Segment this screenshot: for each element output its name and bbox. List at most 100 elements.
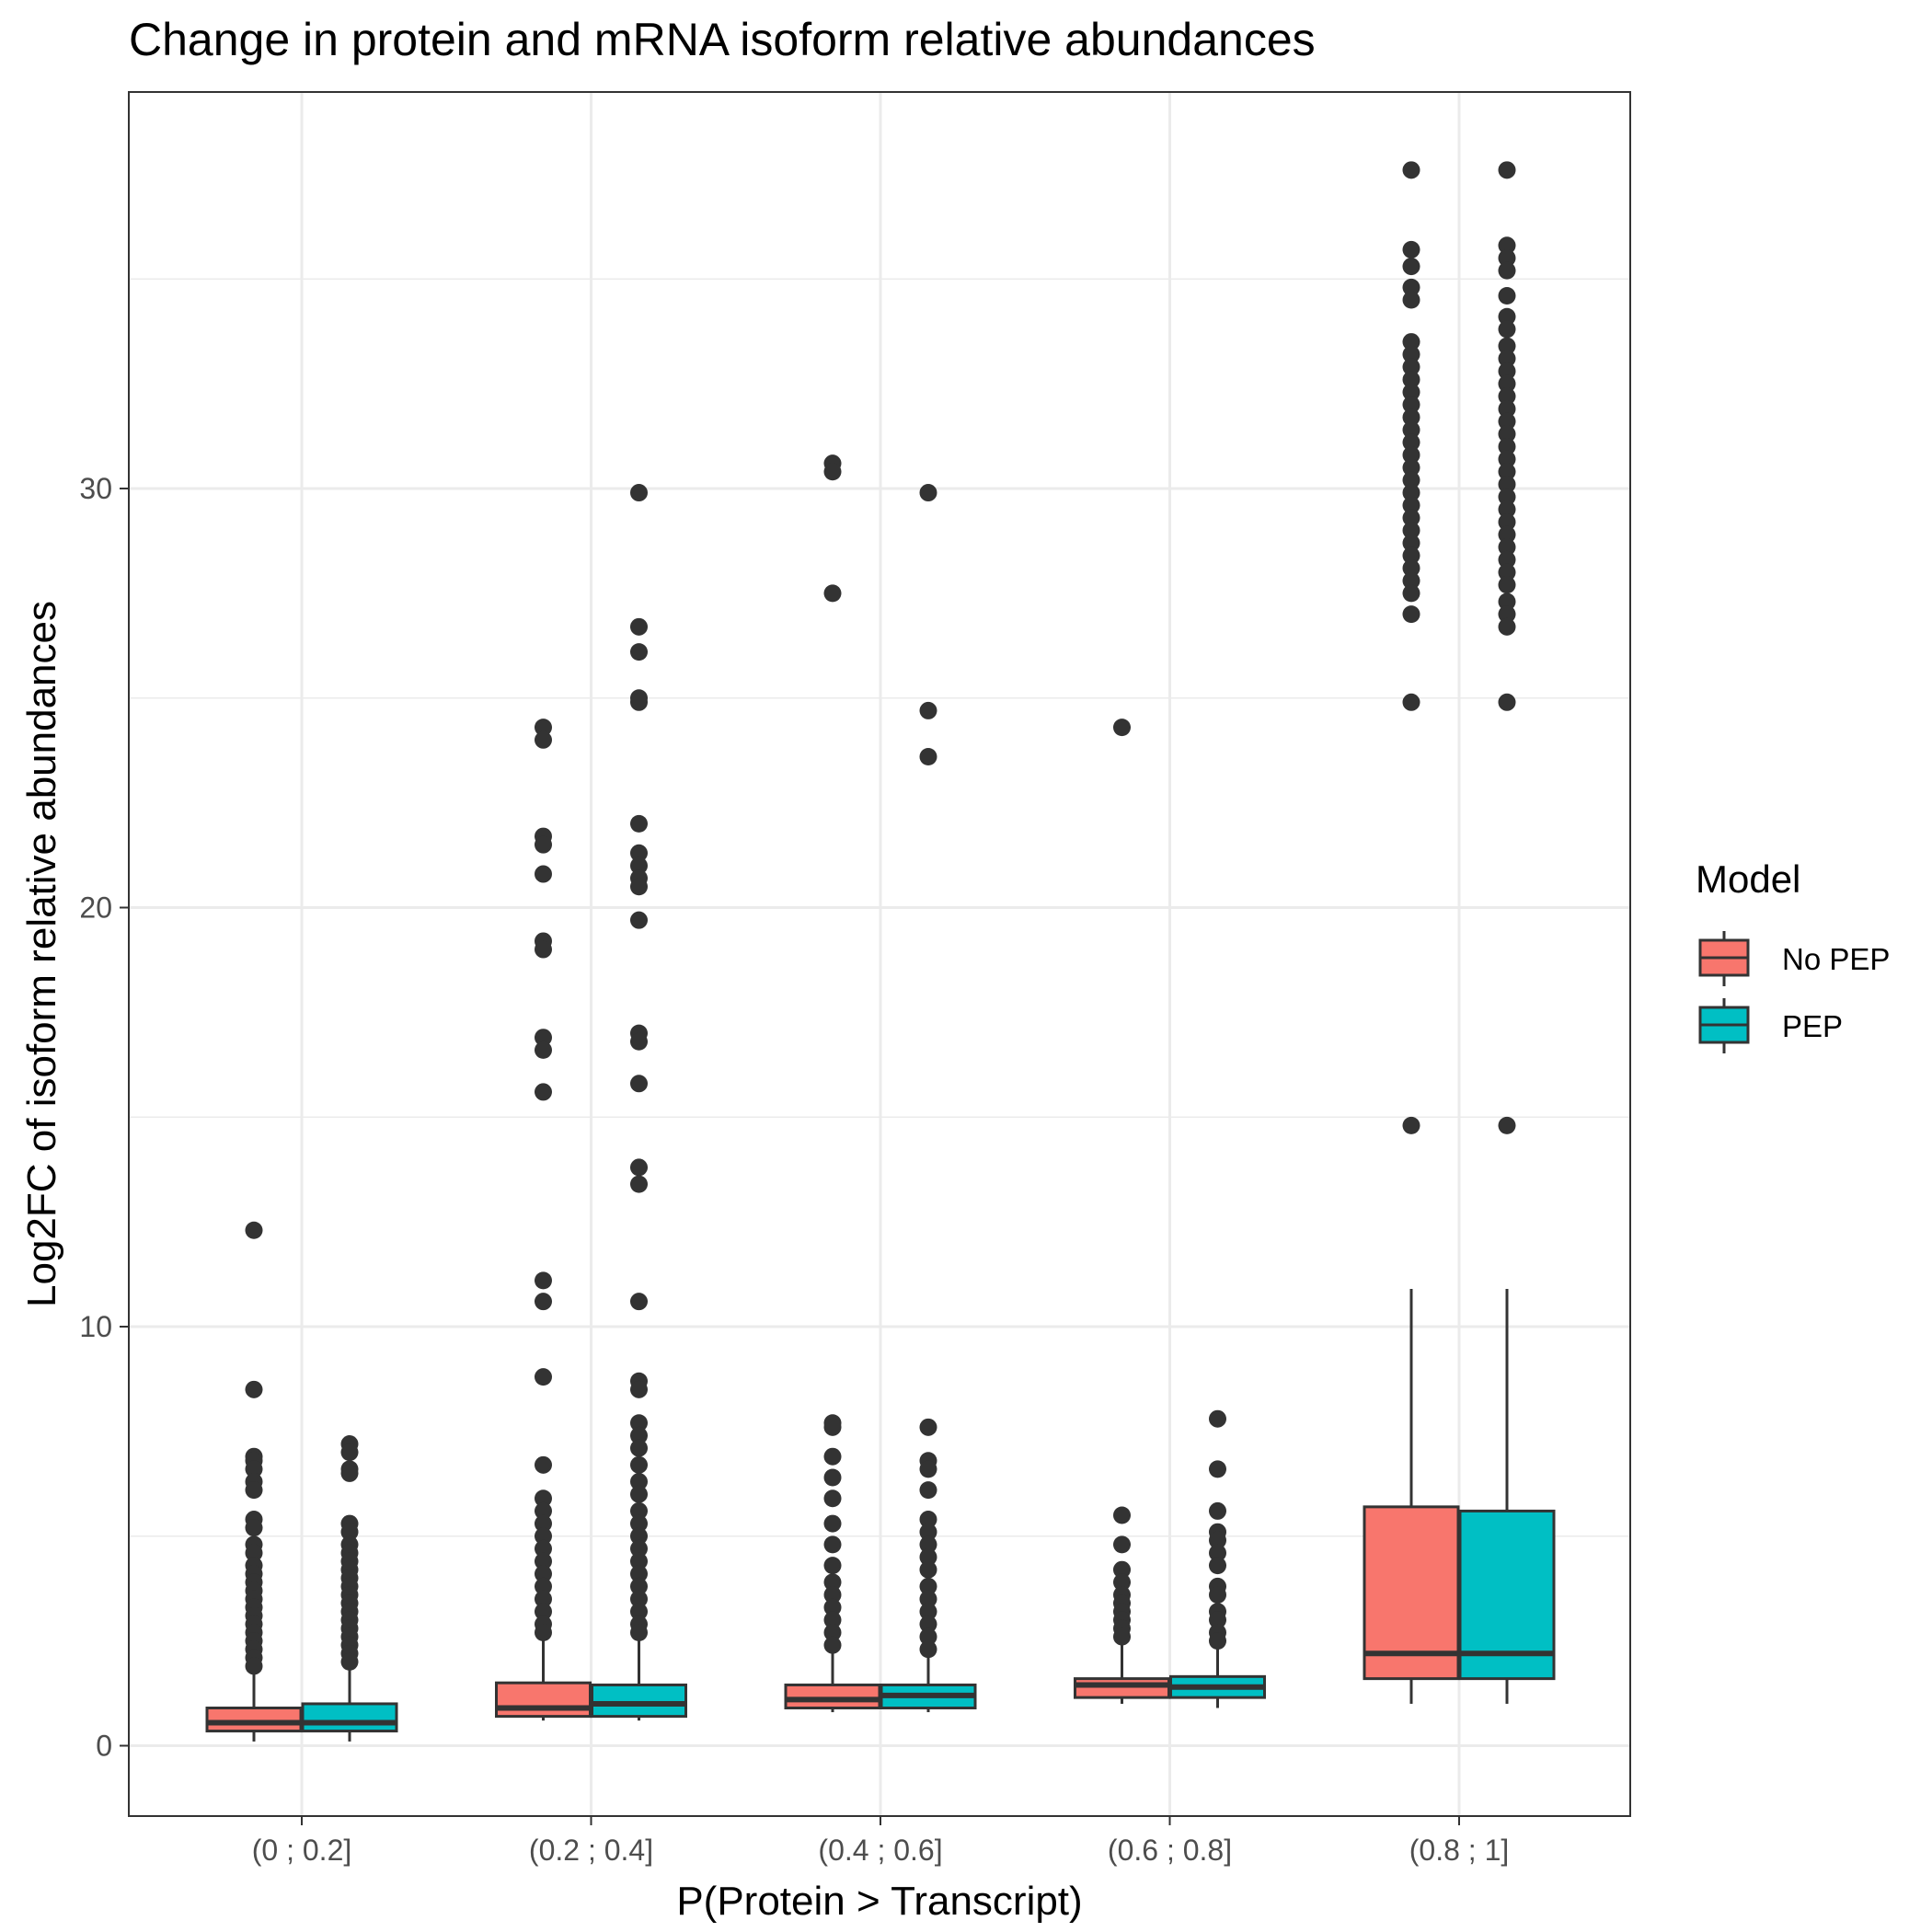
outlier-point [535,865,552,883]
outlier-point [1402,345,1420,363]
outlier-point [535,730,552,749]
outlier-point [1209,1460,1226,1478]
outlier-point [1402,571,1420,590]
outlier-point [535,1590,552,1608]
outlier-point [1402,161,1420,179]
outlier-point [630,1577,648,1595]
outlier-point [630,1158,648,1177]
outlier-point [1402,433,1420,452]
outlier-point [919,484,937,502]
outlier-point [823,1636,842,1654]
outlier-point [1498,576,1516,594]
outlier-point [535,1271,552,1290]
outlier-point [535,1514,552,1533]
outlier-point [535,1293,552,1311]
box [205,1707,303,1733]
outlier-point [1498,236,1516,255]
outlier-point [1113,719,1131,737]
outlier-point [535,940,552,959]
outlier-point [919,1615,937,1633]
outlier-point [1402,408,1420,427]
box-group [1074,719,1170,1704]
outlier-point [535,1029,552,1047]
y-tick-label: 30 [79,472,112,505]
outlier-point [535,1083,552,1101]
outlier-point [630,1473,648,1491]
outlier-point [1402,522,1420,540]
outlier-point [630,1380,648,1398]
outlier-point [535,1565,552,1583]
box [301,1702,398,1733]
outlier-point [245,1221,263,1239]
x-axis: (0 ; 0.2] (0.2 ; 0.4] (0.4 ; 0.6] (0.6 ; 0.… [252,1816,1509,1867]
outlier-point [1209,1501,1226,1520]
outlier-point [1498,350,1516,368]
outlier-point [919,1603,937,1621]
outlier-point [1498,592,1516,611]
outlier-point [340,1443,359,1462]
outlier-point [1498,488,1516,506]
box [1458,1509,1556,1681]
outlier-point [630,1552,648,1570]
legend-item: PEP [1698,998,1843,1053]
outlier-point [919,1523,937,1541]
outlier-point [1402,584,1420,603]
outlier-point [823,1624,842,1642]
box-group [205,1221,303,1742]
legend-label: PEP [1782,1009,1843,1043]
box [591,1683,687,1719]
outlier-point [630,1175,648,1193]
outlier-point [1402,534,1420,552]
outlier-point [630,911,648,929]
outlier-point [535,1624,552,1642]
outlier-point [630,693,648,711]
outlier-point [1498,563,1516,581]
outlier-point [1209,1531,1226,1549]
outlier-point [630,1565,648,1583]
outlier-point [1402,371,1420,389]
outlier-point [919,1627,937,1646]
x-tick-label: (0.2 ; 0.4] [529,1834,653,1867]
y-tick-label: 0 [96,1730,112,1763]
outlier-point [1113,1506,1131,1524]
outlier-point [245,1460,263,1478]
outlier-point [340,1652,359,1671]
box [784,1683,881,1710]
outlier-point [823,1489,842,1508]
outlier-point [245,1544,263,1562]
outlier-point [1209,1409,1226,1428]
outlier-point [1402,420,1420,439]
outlier-point [630,1527,648,1546]
outlier-point [1498,437,1516,455]
x-axis-title: P(Protein > Transcript) [676,1879,1082,1924]
outlier-point [1402,458,1420,477]
outlier-point [630,643,648,661]
outlier-point [919,1577,937,1595]
outlier-point [919,748,937,766]
outlier-point [1498,387,1516,406]
plot-marks [205,161,1556,1742]
outlier-point [1498,512,1516,531]
series-pep [301,161,1556,1742]
outlier-point [919,1560,937,1579]
outlier-point [630,1426,648,1444]
box-group [1458,161,1556,1704]
outlier-point [535,1455,552,1474]
outlier-point [823,1557,842,1575]
outlier-point [630,1539,648,1558]
outlier-point [245,1380,263,1398]
outlier-point [1498,248,1516,267]
outlier-point [1498,538,1516,557]
legend-label: No PEP [1782,942,1890,976]
outlier-point [919,1548,937,1567]
outlier-point [1402,446,1420,465]
outlier-point [919,1640,937,1659]
outlier-point [1498,525,1516,544]
outlier-point [535,1552,552,1570]
outlier-point [1498,399,1516,418]
outlier-point [1498,412,1516,431]
outlier-point [630,1590,648,1608]
box [1363,1505,1460,1681]
outlier-point [535,1539,552,1558]
